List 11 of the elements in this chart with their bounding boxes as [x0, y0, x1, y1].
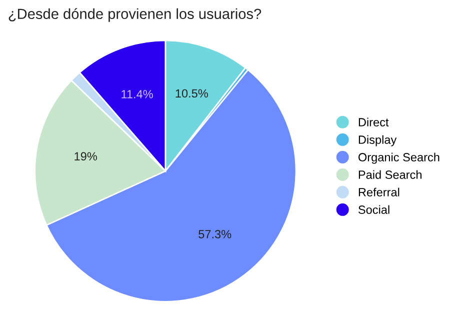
- data-label: 10.5%: [176, 89, 208, 98]
- chart-title: ¿Desde dónde provienen los usuarios?: [8, 8, 262, 22]
- legend-label: Referral: [358, 188, 400, 196]
- legend-label: Display: [358, 135, 397, 146]
- data-label: 11.4%: [122, 90, 153, 98]
- data-label: 19%: [74, 152, 97, 161]
- legend-label: Direct: [358, 118, 389, 126]
- legend-label: Social: [358, 205, 390, 214]
- legend-label: Paid Search: [358, 170, 422, 179]
- data-label: 57.3%: [198, 230, 232, 238]
- legend-label: Organic Search: [358, 152, 440, 164]
